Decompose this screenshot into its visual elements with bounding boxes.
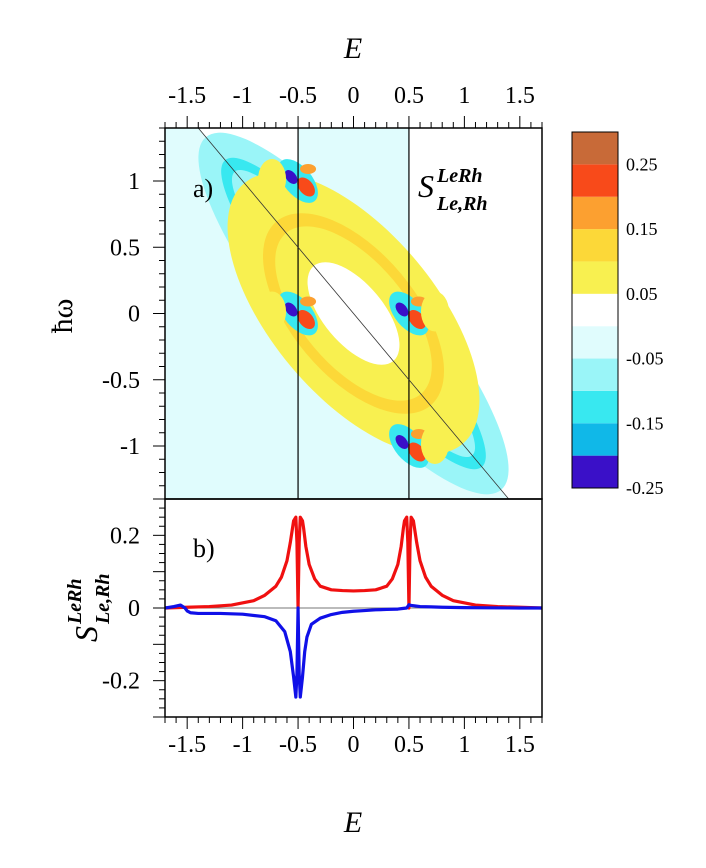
panel-a-y-tick-label: 1 xyxy=(128,169,140,195)
colorbar-swatch xyxy=(572,261,618,294)
panel-b-ylabel-sup: LeRh xyxy=(64,578,86,625)
panel-b-line-plot: -1.5 -1 -0.5 0 0.5 1 1.5 0.2 0 -0.2 b) E S LeRh L… xyxy=(64,498,543,839)
hotspot-orange xyxy=(300,296,317,307)
hotspot-red xyxy=(297,177,315,197)
panel-b-y-axis-label: S LeRh Le,Rh xyxy=(64,573,114,642)
series-line-red xyxy=(165,515,542,610)
top-x-tick-label: 0 xyxy=(348,83,360,109)
panel-a-label: a) xyxy=(193,174,213,203)
colorbar-swatch xyxy=(572,229,618,262)
panel-b-y-tick-label: 0.2 xyxy=(110,523,140,549)
top-x-tick-label: -1.5 xyxy=(168,83,206,109)
colorbar-tick-label: -0.25 xyxy=(626,478,664,498)
panel-b-label: b) xyxy=(193,534,215,563)
colorbar-tick-label: -0.05 xyxy=(626,349,664,369)
colorbar-tick-label: 0.05 xyxy=(626,284,658,304)
panel-a-title-main: S xyxy=(418,168,434,204)
panel-b-y-tick-label: -0.2 xyxy=(102,669,140,695)
bottom-x-tick-label: 1 xyxy=(458,732,470,758)
panel-b-ylabel-sub: Le,Rh xyxy=(92,573,114,625)
hotspot-orange xyxy=(300,164,317,174)
top-x-tick-label: -1 xyxy=(233,83,253,109)
hotspot-yellow-wing xyxy=(258,291,287,332)
colorbar-swatch xyxy=(572,326,618,359)
bottom-x-tick-label: 0 xyxy=(348,732,360,758)
colorbar-swatch xyxy=(572,293,618,327)
colorbar-swatch xyxy=(572,196,618,230)
colorbar-tick-label: -0.15 xyxy=(626,413,664,433)
y-axis-label-hbar-omega: ħω xyxy=(46,299,79,334)
hotspot-yellow-wing xyxy=(420,424,449,464)
hotspot-blue xyxy=(395,302,409,317)
colorbar-tick-label: 0.25 xyxy=(626,154,658,174)
panel-b-ylabel-main: S xyxy=(68,626,104,642)
bottom-x-tick-label: 1.5 xyxy=(505,732,535,758)
panel-a-title: S xyxy=(418,168,434,204)
hotspot-yellow-wing xyxy=(258,159,287,199)
colorbar-swatch xyxy=(572,423,618,456)
hotspot-blue xyxy=(284,170,298,184)
diagonal-line xyxy=(197,128,510,499)
hotspot-blue xyxy=(395,435,409,449)
bottom-x-tick-label: -1 xyxy=(233,732,253,758)
colorbar-swatch xyxy=(572,164,618,197)
panel-a-title-sub: Le,Rh xyxy=(436,193,488,215)
series-line-blue xyxy=(165,603,542,699)
top-x-tick-label: 0.5 xyxy=(394,83,424,109)
bottom-x-tick-label: -0.5 xyxy=(279,732,317,758)
hotspot-yellow-wing xyxy=(420,291,449,332)
bottom-x-tick-label: -1.5 xyxy=(168,732,206,758)
bottom-x-tick-label: 0.5 xyxy=(394,732,424,758)
colorbar-tick-label: 0.15 xyxy=(626,219,658,239)
top-x-axis-label: E xyxy=(343,32,362,65)
top-x-tick-label: -0.5 xyxy=(279,83,317,109)
colorbar-swatch xyxy=(572,358,618,391)
panel-a-y-tick-label: 0 xyxy=(128,302,140,328)
colorbar: 0.25 0.15 0.05 -0.05 -0.15 -0.25 xyxy=(571,131,664,498)
panel-a-contour-plot: -1.5 -1 -0.5 0 0.5 1 1.510.50-0.5-1 a) S LeRh … xyxy=(46,32,543,500)
colorbar-swatch xyxy=(572,455,618,488)
top-x-tick-label: 1.5 xyxy=(505,83,535,109)
bottom-x-axis-label: E xyxy=(343,806,362,839)
colorbar-swatch xyxy=(572,390,618,424)
panel-b-y-tick-label: 0 xyxy=(128,596,140,622)
panel-a-title-sup: LeRh xyxy=(436,165,483,187)
panel-a-y-tick-label: -0.5 xyxy=(102,368,140,394)
panel-a-y-tick-label: 0.5 xyxy=(110,235,140,261)
hotspot-red xyxy=(297,309,315,330)
hotspot-blue xyxy=(284,302,298,317)
colorbar-swatch xyxy=(572,132,618,165)
colorbar-frame xyxy=(571,131,619,489)
panel-a-y-tick-label: -1 xyxy=(120,434,140,460)
top-x-tick-label: 1 xyxy=(458,83,470,109)
